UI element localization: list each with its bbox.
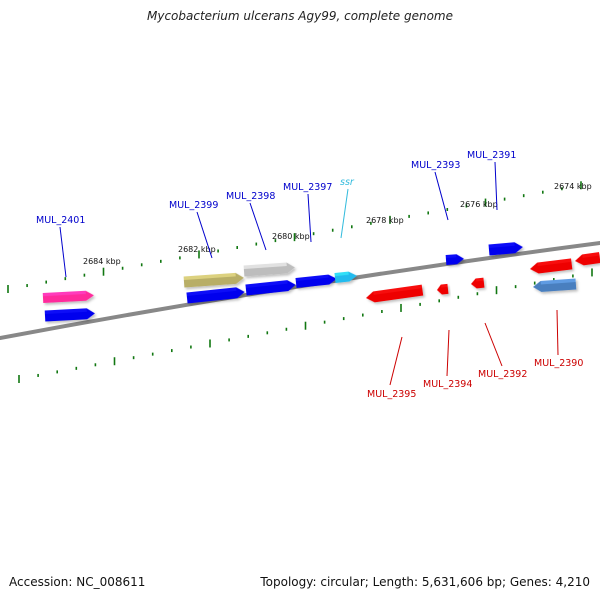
gene-highlight xyxy=(334,271,349,277)
gene-highlight xyxy=(44,308,87,315)
scale-label-2674: 2674 kbp xyxy=(554,182,592,191)
gene-highlight xyxy=(445,254,457,259)
gene-feature-13[interactable] xyxy=(529,258,573,274)
gene-label-MUL_2393[interactable]: MUL_2393 xyxy=(411,160,460,171)
scale-label-2676: 2676 kbp xyxy=(460,200,498,209)
gene-highlight xyxy=(537,258,572,267)
gene-label-ssr[interactable]: ssr xyxy=(340,177,355,188)
gene-label-MUL_2394[interactable]: MUL_2394 xyxy=(423,379,472,390)
gene-MUL_2397[interactable] xyxy=(295,274,337,288)
gene-label-MUL_2397[interactable]: MUL_2397 xyxy=(283,182,332,193)
gene-ssr[interactable] xyxy=(334,271,357,283)
scale-label-2684: 2684 kbp xyxy=(83,257,121,266)
leader-line xyxy=(307,193,312,243)
gene-highlight xyxy=(475,277,484,282)
gene-MUL_2395[interactable] xyxy=(365,284,424,304)
gene-highlight xyxy=(186,287,237,297)
gene-highlight xyxy=(440,283,448,288)
gene-highlight xyxy=(540,278,576,285)
genome-stats-text: Topology: circular; Length: 5,631,606 bp… xyxy=(260,575,590,589)
leader-line xyxy=(249,202,267,251)
leader-line xyxy=(59,226,67,278)
gene-labels: MUL_2401 MUL_2399 MUL_2398 MUL_2397 ssr MUL_2… xyxy=(36,150,583,400)
leader-line xyxy=(446,329,450,377)
gene-MUL_2390[interactable] xyxy=(533,278,577,293)
gene-highlight xyxy=(243,262,287,270)
gene-highlight xyxy=(42,290,86,297)
gene-highlight xyxy=(582,252,600,258)
gene-label-MUL_2395[interactable]: MUL_2395 xyxy=(367,389,416,400)
gene-highlight xyxy=(373,284,423,295)
gene-MUL_2401[interactable] xyxy=(42,290,94,303)
scale-label-2678: 2678 kbp xyxy=(366,216,404,225)
leader-line xyxy=(196,211,213,259)
gene-MUL_2392[interactable] xyxy=(470,277,485,289)
scale-ticks xyxy=(7,181,593,383)
gene-body xyxy=(245,280,296,296)
gene-label-MUL_2390[interactable]: MUL_2390 xyxy=(534,358,583,369)
gene-MUL_2399[interactable] xyxy=(186,286,245,304)
gene-label-MUL_2399[interactable]: MUL_2399 xyxy=(169,200,218,211)
leader-line xyxy=(389,336,403,386)
gene-label-MUL_2398[interactable]: MUL_2398 xyxy=(226,191,275,202)
accession-text: Accession: NC_008611 xyxy=(9,575,146,589)
gene-MUL_2391[interactable] xyxy=(488,242,524,256)
gene-highlight xyxy=(245,280,288,289)
scale-label-2680: 2680 kbp xyxy=(272,232,310,241)
leader-line xyxy=(434,171,449,221)
gene-label-MUL_2391[interactable]: MUL_2391 xyxy=(467,150,516,161)
gene-track xyxy=(42,242,600,322)
gene-label-MUL_2401[interactable]: MUL_2401 xyxy=(36,215,85,226)
leader-line xyxy=(556,309,559,356)
gene-MUL_2394[interactable] xyxy=(436,283,449,295)
gene-feature-5[interactable] xyxy=(243,262,296,277)
scale-labels: 2684 kbp 2682 kbp 2680 kbp 2678 kbp 2676… xyxy=(83,182,592,266)
scale-label-2682: 2682 kbp xyxy=(178,245,216,254)
gene-highlight xyxy=(295,274,329,282)
map-title: Mycobacterium ulcerans Agy99, complete g… xyxy=(146,9,454,23)
gene-MUL_2393[interactable] xyxy=(445,254,465,265)
gene-feature-1[interactable] xyxy=(44,308,96,322)
gene-MUL_2398[interactable] xyxy=(245,279,296,296)
gene-highlight xyxy=(183,272,236,281)
leader-line xyxy=(340,188,349,239)
leader-line xyxy=(494,161,498,211)
gene-highlight xyxy=(488,242,515,249)
leader-line xyxy=(484,322,503,367)
gene-feature-3[interactable] xyxy=(183,272,245,288)
gene-label-MUL_2392[interactable]: MUL_2392 xyxy=(478,369,527,380)
gene-feature-14[interactable] xyxy=(574,252,600,266)
